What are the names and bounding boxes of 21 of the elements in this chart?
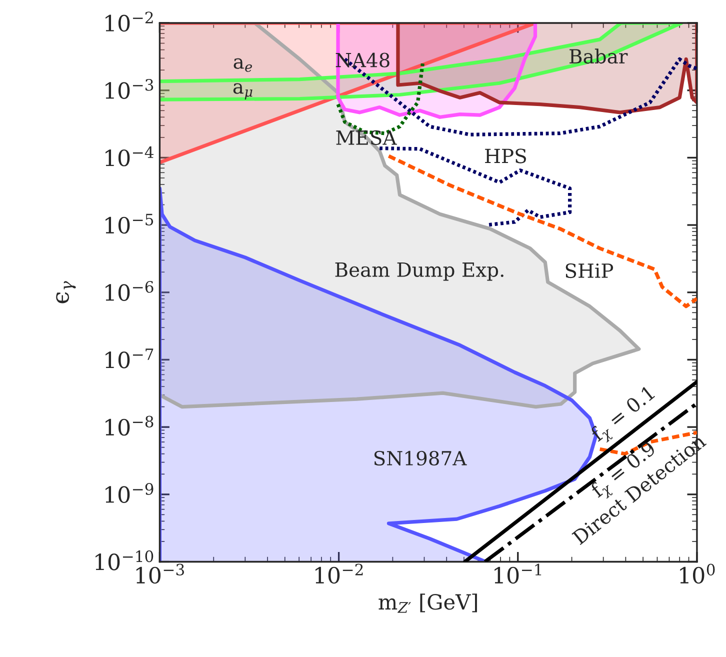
x-axis-title: m$_{Z′}$ [GeV] — [378, 594, 477, 613]
annotation: a$_{e}$ — [234, 58, 252, 72]
annotation: a$_{μ}$ — [233, 83, 252, 100]
y-tick-label: 10$^{−6}$ — [106, 281, 154, 301]
x-tick-label: 10$^{−1}$ — [494, 564, 542, 584]
y-tick-label: 10$^{−4}$ — [106, 146, 154, 166]
annotation: HPS — [485, 148, 526, 164]
y-tick-label: 10$^{−7}$ — [106, 348, 154, 368]
x-tick-label: 10$^{−2}$ — [316, 564, 363, 584]
y-tick-label: 10$^{−8}$ — [106, 416, 154, 436]
annotation: Beam Dump Exp. — [335, 262, 504, 281]
annotation: NA48 — [336, 52, 390, 68]
x-tick-label: 10$^{0}$ — [680, 564, 715, 584]
y-tick-label: 10$^{−2}$ — [106, 12, 153, 32]
y-tick-label: 10$^{−9}$ — [106, 483, 154, 503]
annotation: MESA — [336, 130, 397, 146]
y-tick-label: 10$^{−3}$ — [106, 79, 154, 99]
y-tick-label: 10$^{−5}$ — [106, 214, 154, 234]
annotation: SHiP — [566, 263, 614, 278]
y-axis-title: ϵ$_{γ}$ — [56, 281, 76, 304]
annotation: SN1987A — [374, 450, 467, 466]
